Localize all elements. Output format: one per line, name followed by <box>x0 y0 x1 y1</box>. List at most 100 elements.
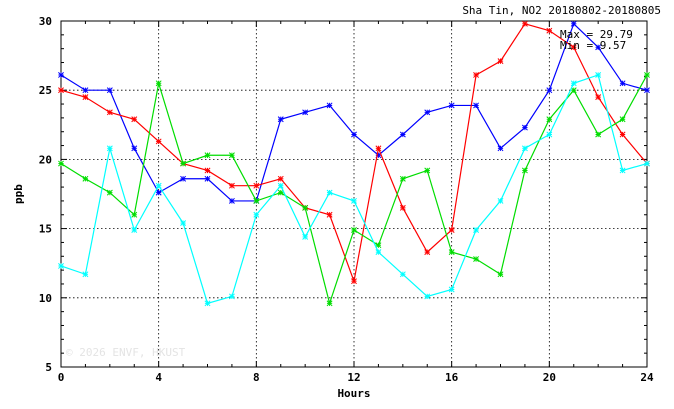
data-point <box>82 94 89 101</box>
data-point <box>546 87 553 94</box>
data-point <box>399 175 406 182</box>
chart-title: Sha Tin, NO2 20180802-20180805 <box>462 4 661 17</box>
y-tick-label: 10 <box>39 292 52 305</box>
data-point <box>228 182 235 189</box>
y-tick-label: 20 <box>39 153 52 166</box>
data-point <box>326 189 333 196</box>
data-point <box>253 197 260 204</box>
data-point <box>82 175 89 182</box>
data-point <box>497 271 504 278</box>
data-point <box>595 94 602 101</box>
data-point <box>204 175 211 182</box>
data-point <box>302 233 309 240</box>
data-point <box>644 160 650 167</box>
data-point <box>58 87 64 94</box>
data-point <box>351 197 357 204</box>
axis-ticks: 0 4 8 12 16 20 24 5 10 15 20 25 30 <box>39 15 654 384</box>
data-point <box>521 20 528 27</box>
data-point <box>228 152 235 159</box>
data-point <box>424 167 431 174</box>
data-point <box>131 211 138 218</box>
data-point <box>448 227 455 233</box>
data-point <box>253 182 260 189</box>
data-point <box>399 271 406 278</box>
data-point <box>521 167 528 174</box>
data-point <box>131 227 138 233</box>
data-point <box>326 102 333 109</box>
data-point <box>155 182 162 189</box>
data-point <box>131 145 138 152</box>
data-point <box>277 189 284 196</box>
x-tick-label: 4 <box>155 371 162 384</box>
data-point <box>497 145 504 152</box>
data-point <box>302 109 309 116</box>
y-tick-label: 25 <box>39 84 52 97</box>
data-point <box>546 27 553 34</box>
data-point <box>351 227 357 233</box>
data-point <box>570 20 577 27</box>
max-annotation: Max = 29.79 <box>560 28 633 41</box>
data-point <box>375 145 382 152</box>
data-point <box>448 286 455 293</box>
data-point <box>521 145 528 152</box>
data-point <box>497 58 504 65</box>
x-tick-label: 8 <box>253 371 260 384</box>
data-point <box>644 87 650 94</box>
grid <box>61 21 647 367</box>
data-point <box>106 189 113 196</box>
data-point <box>180 160 187 167</box>
series-2 <box>58 72 650 307</box>
data-point <box>546 116 553 123</box>
watermark: © 2026 ENVF, HKUST <box>66 346 186 359</box>
data-point <box>277 182 284 189</box>
data-point <box>473 256 480 263</box>
min-annotation: Min = 9.57 <box>560 39 626 52</box>
data-point <box>58 160 64 167</box>
data-point <box>546 131 553 138</box>
data-point <box>106 109 113 116</box>
data-point <box>326 300 333 307</box>
series-1 <box>58 20 650 285</box>
data-point <box>82 87 89 94</box>
x-tick-label: 16 <box>445 371 459 384</box>
data-point <box>155 138 162 145</box>
data-point <box>595 44 602 51</box>
data-point <box>595 131 602 138</box>
data-point <box>228 197 235 204</box>
y-tick-label: 30 <box>39 15 52 28</box>
x-axis-label: Hours <box>337 387 370 400</box>
x-tick-label: 24 <box>640 371 654 384</box>
data-point <box>497 197 504 204</box>
data-point <box>204 152 211 159</box>
data-point <box>399 204 406 211</box>
data-point <box>375 242 382 249</box>
data-point <box>473 72 480 78</box>
data-point <box>82 271 89 278</box>
data-point <box>619 80 626 87</box>
data-point <box>424 249 431 256</box>
data-point <box>228 293 235 300</box>
data-point <box>106 145 113 152</box>
data-point <box>155 189 162 196</box>
series-3 <box>58 72 650 307</box>
data-point <box>570 44 577 51</box>
data-point <box>619 116 626 123</box>
data-point <box>204 167 211 174</box>
data-point <box>644 72 650 78</box>
data-point <box>595 72 602 78</box>
data-point <box>106 87 113 94</box>
data-point <box>448 249 455 256</box>
data-point <box>619 131 626 138</box>
data-point <box>521 124 528 131</box>
series-0 <box>58 20 650 204</box>
data-point <box>473 102 480 109</box>
data-point <box>424 293 431 300</box>
data-point <box>58 263 64 269</box>
data-point <box>204 300 211 307</box>
data-point <box>424 109 431 116</box>
data-point <box>351 278 357 285</box>
y-axis-label: ppb <box>12 184 25 204</box>
data-point <box>448 102 455 109</box>
data-point <box>277 116 284 123</box>
